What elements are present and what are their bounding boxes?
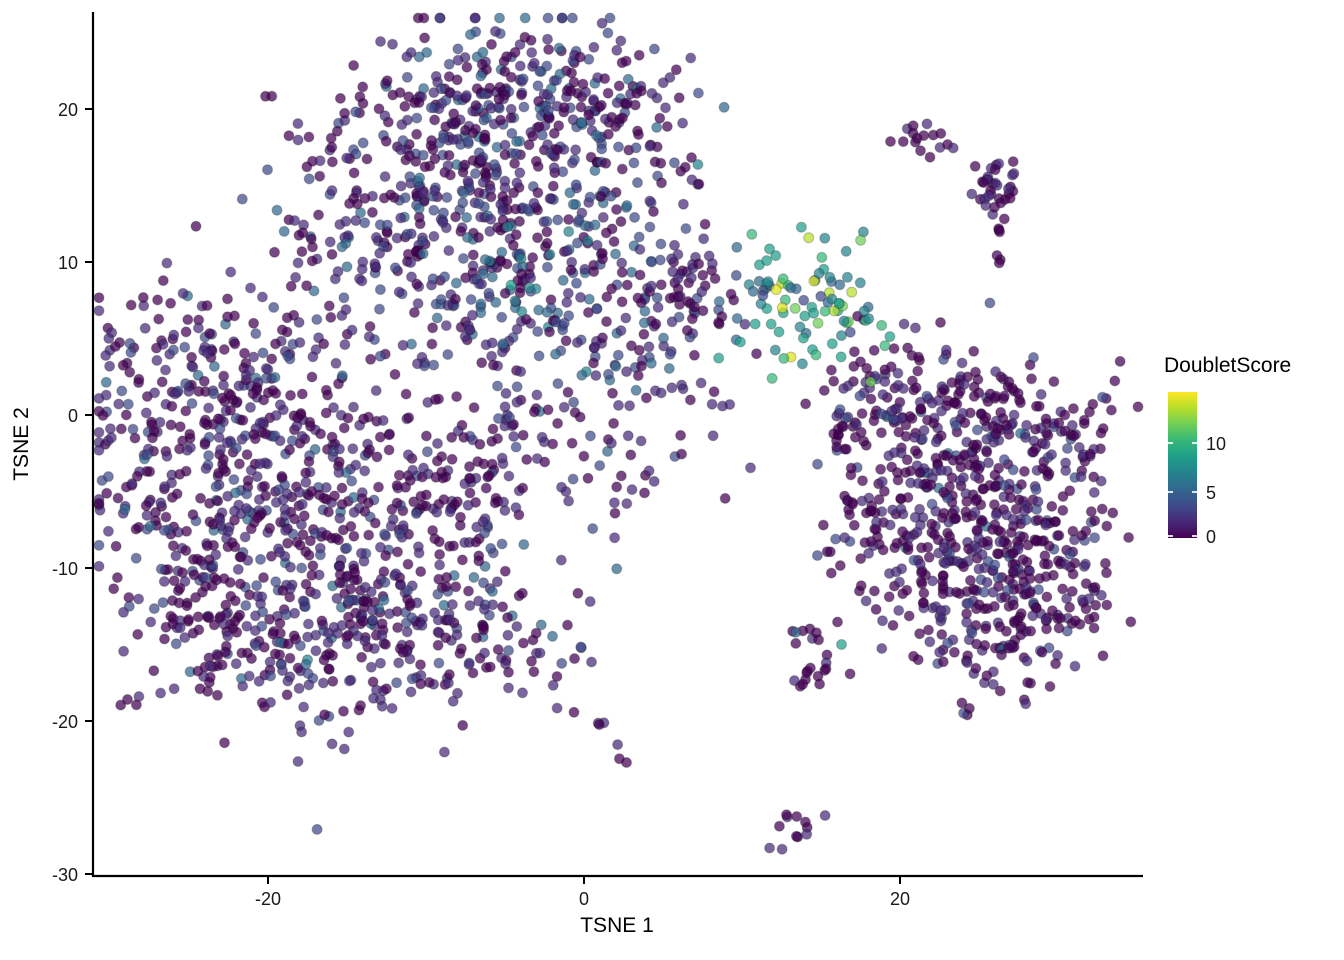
colorbar-tick-mark (1192, 442, 1197, 444)
legend-tick-label-10: 10 (1206, 434, 1227, 454)
axis-lines-and-ticks (85, 12, 1143, 884)
y-tick-label-20: 20 (57, 100, 78, 120)
x-axis-title: TSNE 1 (580, 914, 654, 937)
scatter-points (93, 12, 1144, 855)
colorbar-tick-mark (1168, 491, 1173, 493)
colorbar-tick-mark (1168, 442, 1173, 444)
legend-tick-label-5: 5 (1206, 483, 1217, 503)
y-tick-label-10: 10 (57, 253, 78, 273)
colorbar-tick-mark (1192, 491, 1197, 493)
y-tick-label-neg20: -20 (51, 712, 78, 732)
y-tick-label-neg10: -10 (51, 559, 78, 579)
y-tick-label-neg30: -30 (51, 865, 78, 885)
legend-title: DoubletScore (1164, 354, 1292, 377)
x-tick-label-0: 0 (578, 889, 589, 909)
y-axis-title: TSNE 2 (10, 407, 33, 481)
legend-colorbar (1168, 392, 1197, 538)
x-tick-label-neg20: -20 (254, 889, 281, 909)
x-tick-label-20: 20 (889, 889, 911, 909)
colorbar-tick-mark (1168, 535, 1173, 537)
legend-tick-label-0: 0 (1206, 527, 1217, 547)
y-tick-label-0: 0 (67, 406, 78, 426)
colorbar-tick-mark (1192, 535, 1197, 537)
